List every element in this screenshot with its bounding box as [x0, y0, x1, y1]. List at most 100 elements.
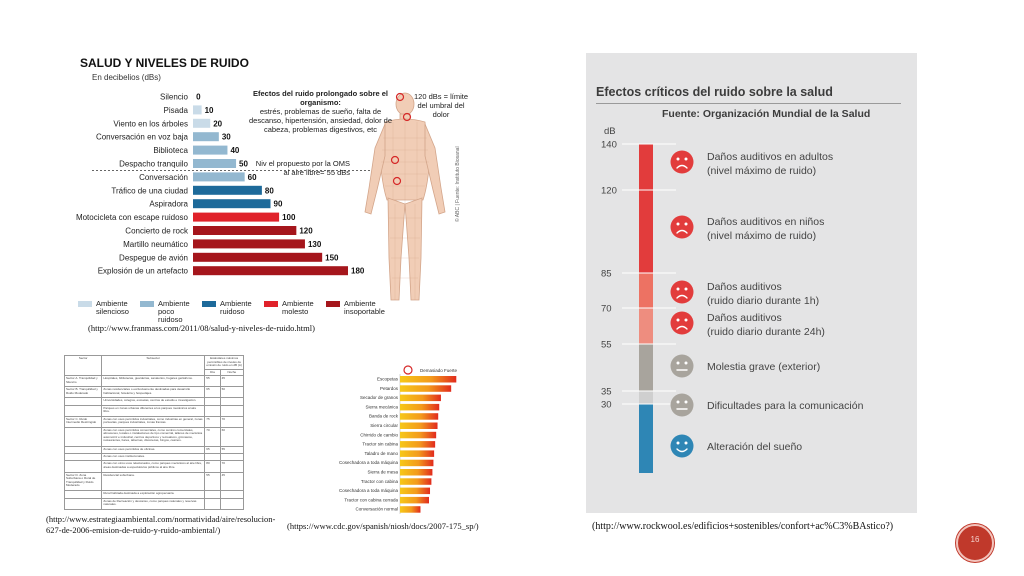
table-row: Universidades, colegios, escuelas, centr…: [63, 397, 245, 406]
chart2-who-scale: dB 140 120 85 70 55 35 30 Daños auditivos en adu…: [601, 126, 864, 473]
table-cell: [204, 404, 221, 417]
chart1-category-label: Aspiradora: [149, 200, 188, 209]
chart2-effect-label: Molestia grave (exterior): [707, 361, 820, 373]
table-cell: [204, 490, 221, 499]
neutral-face-icon: [670, 354, 694, 378]
table-cell: 45: [219, 374, 245, 388]
chart3-bar: [400, 441, 436, 448]
chart3-bar: [400, 376, 457, 383]
chart1-legend-label: Ambiente insoportable: [344, 299, 385, 316]
table-header-sector: Sector: [63, 355, 103, 376]
table-cell: Zonas con usos institucionales.: [101, 453, 206, 462]
table-cell: 55: [204, 471, 221, 492]
table-cell: [63, 445, 103, 455]
table-cell: 65: [204, 445, 221, 455]
table-cell: Zonas con usos permitidos de oficinas.: [101, 445, 206, 455]
table-cell: Sector D. Zona Suburbana o Rural de Tran…: [63, 471, 103, 492]
chart3-category-label: Sierra de mesa: [367, 470, 398, 475]
chart1-bar: [193, 252, 323, 262]
chart1-bar: [193, 212, 280, 222]
chart1-category-label: Motocicleta con escape ruidoso: [76, 213, 189, 222]
chart2-tick-label: 55: [601, 340, 612, 351]
table-cell: [219, 490, 245, 499]
table-cell: Rural habitada destinada a explotación a…: [101, 490, 206, 499]
chart3-banner: Demasiado Fuerte: [420, 368, 458, 373]
chart1-category-label: Martillo neumático: [123, 240, 188, 249]
table-cell: [63, 397, 103, 406]
chart3-category-label: Cosechadora a toda máquina: [339, 488, 399, 493]
chart1-category-label: Silencio: [160, 93, 189, 102]
chart1-legend-swatch: [264, 301, 278, 307]
chart1-category-label: Tráfico de una ciudad: [111, 186, 188, 195]
chart1-value-label: 40: [230, 146, 239, 155]
chart3-category-label: Sierra circular: [370, 423, 398, 428]
chart1-category-label: Despegue de avión: [119, 253, 188, 262]
chart3-bar: [400, 394, 441, 402]
chart2-tick-label: 140: [601, 140, 617, 151]
chart1-legend-label: Ambiente silencioso: [96, 299, 129, 316]
table-cell: [63, 497, 103, 511]
chart3-category-label: Taladro de mano: [364, 451, 398, 456]
neutral-face-icon: [670, 393, 694, 417]
chart1-effects-annotation: Efectos del ruido prolongado sobre el or…: [248, 89, 393, 134]
chart2-title: Efectos críticos del ruido sobre la salu…: [596, 85, 833, 99]
chart1-category-label: Conversación en voz baja: [96, 133, 189, 142]
chart1-value-label: 150: [325, 253, 339, 262]
table-cell: 70: [219, 460, 245, 473]
chart2-unit-label: dB: [604, 126, 616, 137]
chart1-title: SALUD Y NIVELES DE RUIDO: [80, 56, 249, 70]
chart2-effect-label: Alteración del sueño: [707, 441, 802, 453]
chart1-category-label: Biblioteca: [153, 146, 188, 155]
chart1-value-label: 50: [239, 160, 248, 169]
table-cell: 75: [204, 415, 221, 428]
chart2-tick-label: 70: [601, 304, 612, 315]
sad-face-icon: [670, 280, 694, 304]
caption-cdc-url[interactable]: (https://www.cdc.gov/spanish/niosh/docs/…: [287, 521, 479, 531]
chart1-legend-label: Ambiente molesto: [282, 299, 314, 316]
table-cell: [219, 497, 245, 511]
caption-franmass-url[interactable]: (http://www.franmass.com/2011/08/salud-y…: [88, 323, 315, 333]
chart1-oms-note: Niv el propuesto por la OMS al aire libr…: [255, 159, 350, 177]
table-cell: 55: [204, 374, 221, 388]
chart3-bar: [400, 422, 438, 429]
chart1-pain-threshold-note: 120 dBs = límite del umbral del dolor: [414, 92, 468, 119]
table-cell: 65: [204, 386, 221, 399]
chart1-effects-body: estrés, problemas de sueño, falta de des…: [248, 107, 393, 134]
chart1-value-label: 10: [205, 106, 214, 115]
chart1-value-label: 90: [274, 200, 283, 209]
table-cell: Zonas con otros usos relacionados, como …: [101, 460, 206, 473]
chart2-effect-label: (nivel máximo de ruido): [707, 230, 816, 242]
chart1-credit: © ABC | Fuente: Instituto Biosanal: [455, 146, 461, 222]
table-cell: 55: [219, 445, 245, 455]
chart1-category-label: Pisada: [164, 106, 189, 115]
chart2-effect-label: Daños auditivos en niños: [707, 216, 824, 228]
table-row: Sector B. Tranquilidad y Ruido Moderado Z…: [63, 386, 245, 399]
chart1-bar: [193, 226, 297, 235]
chart3-category-label: Secador de granos: [360, 395, 399, 400]
table-cell: [219, 404, 245, 417]
table-cell: 80: [204, 460, 221, 473]
caption-estrategia-url[interactable]: (http://www.estrategiaambiental.com/norm…: [46, 514, 276, 535]
chart1-bar-chart: Silencio 0 Pisada 10 Viento en los árboles 20…: [76, 92, 370, 276]
caption-rockwool-url[interactable]: (http://www.rockwool.es/edificios+sosten…: [592, 521, 894, 532]
chart1-bar: [193, 172, 245, 182]
chart1-legend: Ambiente silencioso Ambiente poco ruidoso Am…: [78, 299, 398, 324]
table-row: Zonas con usos institucionales.: [63, 453, 245, 462]
chart2-panel: Efectos críticos del ruido sobre la salu…: [586, 53, 917, 513]
chart2-scale-segment: [639, 344, 653, 391]
chart2-scale-segment: [639, 404, 653, 473]
table-row: Zonas con usos permitidos comerciales, c…: [63, 426, 245, 447]
chart3-bar: [400, 403, 440, 411]
table-cell: 60: [219, 426, 245, 447]
table-body: Sector A. Tranquilidad y Silencio Hospita…: [63, 374, 245, 511]
chart3-category-label: Petardos: [380, 386, 399, 391]
sad-face-icon: [670, 215, 694, 239]
table-cell: [63, 460, 103, 473]
chart2-scale-segment: [639, 273, 653, 308]
chart3-category-label: Conversación normal: [355, 507, 398, 512]
chart1-value-label: 30: [222, 133, 231, 142]
chart3-cdc-bar-chart: Demasiado Fuerte Escopetas Petardos Secador…: [339, 365, 458, 514]
table-cell: [219, 397, 245, 406]
table-header-subsector: Subsector: [101, 355, 206, 376]
chart3-bar: [400, 496, 429, 504]
